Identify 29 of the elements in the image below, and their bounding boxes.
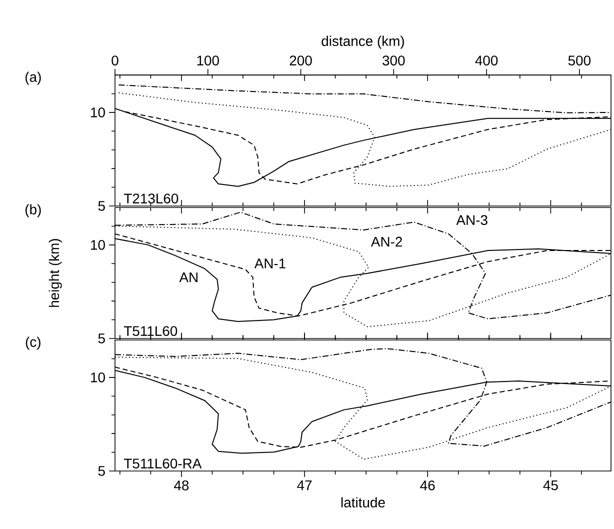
chart-title: (b) — [25, 204, 41, 218]
x2-axis-title: distance (km) — [322, 36, 404, 49]
annotation: AN-2 — [370, 236, 402, 247]
chart-title: (a) — [25, 72, 41, 85]
y-tick-label: 10 — [91, 107, 105, 118]
x2-tick-label: 300 — [382, 56, 405, 66]
chart-title: (c) — [26, 336, 40, 350]
annotation: T511L60 — [124, 326, 178, 336]
annotation: AN — [179, 272, 198, 282]
y-tick-label: 5 — [98, 466, 105, 476]
x2-tick-label: 400 — [475, 56, 498, 66]
y-tick-label: 10 — [91, 240, 105, 250]
x2-tick-label: 0 — [112, 56, 118, 66]
annotation: AN-1 — [254, 258, 286, 268]
x-tick-label: 47 — [297, 480, 312, 490]
x-tick-label: 48 — [174, 480, 189, 490]
annotation: T213L60 — [124, 194, 178, 204]
x-axis-title: latitude — [341, 497, 385, 508]
x2-tick-label: 500 — [568, 56, 591, 66]
x-tick-label: 46 — [420, 480, 435, 490]
y-tick-label: 5 — [98, 201, 105, 211]
x2-tick-label: 100 — [197, 56, 219, 66]
x2-tick-label: 200 — [290, 56, 312, 66]
y-tick-label: 5 — [98, 334, 105, 344]
annotation: AN-3 — [456, 215, 488, 226]
y-axis-title: height (km) — [48, 239, 62, 307]
y-tick-label: 10 — [91, 372, 105, 382]
x-tick-label: 45 — [543, 480, 558, 490]
annotation: T511L60-RA — [124, 458, 202, 468]
